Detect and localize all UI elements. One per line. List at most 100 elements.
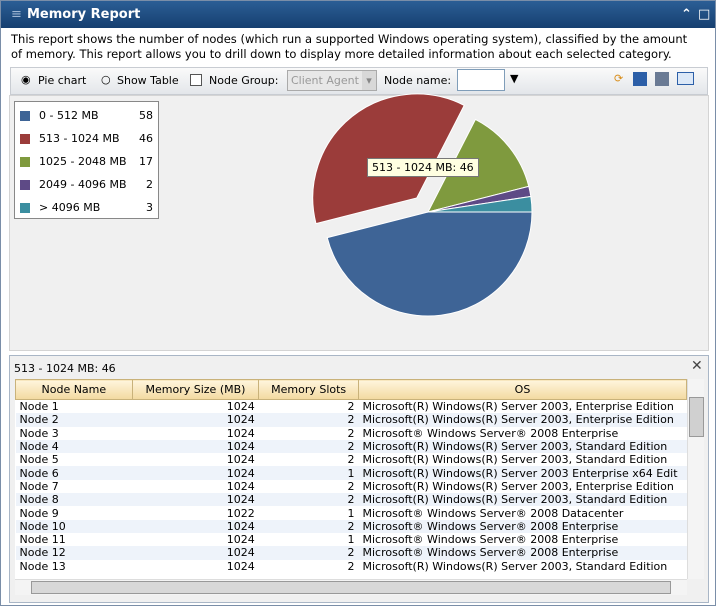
table-row: Node 7 1024 2 Microsoft(R) Windows(R) Serve… <box>16 480 687 493</box>
legend-value: 58 <box>139 109 153 122</box>
maximize-button[interactable]: □ <box>698 7 711 22</box>
table-cell: Node 2 <box>15 413 133 427</box>
legend-swatch <box>20 180 30 190</box>
table-cell: Node 3 <box>19 426 59 440</box>
table-cell: Microsoft(R) Windows(R) Server 2003 Ente… <box>358 466 687 480</box>
legend-swatch <box>20 157 30 167</box>
table-viewport: Node Name Memory Size (MB) Memory Slots OS N… <box>15 379 687 579</box>
scroll-thumb[interactable] <box>689 397 704 437</box>
legend: 0 - 512 MB 58 513 - 1024 MB 46 1025 - 2048 M… <box>14 101 159 219</box>
table-cell: Node 8 <box>15 493 133 507</box>
table-cell: Microsoft(R) Windows(R) Server 2003, Sta… <box>358 439 687 454</box>
column-header[interactable]: Memory Size (MB) <box>131 379 260 400</box>
window-title: Memory Report <box>27 7 141 22</box>
header-row: Node Name Memory Size (MB) Memory Slots OS <box>15 379 687 400</box>
vertical-scrollbar[interactable] <box>687 379 704 579</box>
pie-slice <box>326 211 533 317</box>
table-cell: 1024 <box>226 426 255 440</box>
pie-chart <box>312 93 533 317</box>
table-cell: 1 <box>258 466 359 480</box>
node-name-input[interactable] <box>457 69 505 91</box>
grip-icon: ≡ <box>11 7 22 22</box>
table-row: Node 1 1024 2 Microsoft(R) Windows(R) Serve… <box>16 400 687 414</box>
table-cell: Microsoft® Windows Server® 2008 Datacent… <box>362 506 624 520</box>
table-caption: 513 - 1024 MB: 46 <box>14 362 116 375</box>
table-row: Node 3 1024 2 Microsoft® Windows Server® 20… <box>16 427 687 440</box>
table-cell: 1024 <box>132 546 259 560</box>
table-cell: 1 <box>347 533 355 547</box>
close-button[interactable]: ✕ <box>691 358 703 374</box>
table-panel: 513 - 1024 MB: 46 ✕ Node Name Memory Size… <box>9 355 709 603</box>
table-cell: 1024 <box>132 493 259 507</box>
title-bar: ≡ Memory Report ⌃ □ <box>1 1 715 28</box>
legend-entry: 513 - 1024 MB 46 <box>15 129 158 149</box>
table-cell: Node 12 <box>15 546 133 560</box>
column-header[interactable]: Memory Slots <box>258 379 359 400</box>
table-cell: 2 <box>347 426 355 440</box>
scroll-thumb[interactable] <box>31 581 671 594</box>
table-cell: 2 <box>258 493 359 507</box>
legend-label: > 4096 MB <box>39 201 101 214</box>
pie-slice <box>427 195 533 213</box>
table-cell: 1 <box>347 506 355 520</box>
table-cell: Node 4 <box>15 439 133 454</box>
show-table-radio[interactable]: ○ <box>101 73 111 86</box>
table-cell: 1024 <box>226 400 255 414</box>
table-cell: 2 <box>347 453 355 467</box>
table-row: Node 2 1024 2 Microsoft(R) Windows(R) Serve… <box>15 413 687 427</box>
table-cell: Microsoft(R) Windows(R) Server 2003, Sta… <box>362 453 668 467</box>
legend-swatch <box>20 111 30 121</box>
table-cell: Node 7 <box>19 479 59 493</box>
dropdown-arrow: ▾ <box>362 71 376 90</box>
tooltip: 513 - 1024 MB: 46 <box>367 158 479 177</box>
table-cell: Microsoft(R) Windows(R) Server 2003, Sta… <box>358 493 687 507</box>
table-cell: 2 <box>258 519 359 533</box>
table-cell: 1024 <box>226 479 255 493</box>
email-icon[interactable] <box>677 72 694 85</box>
table-cell: Node 13 <box>19 559 66 573</box>
show-table-label[interactable]: Show Table <box>117 74 179 87</box>
pie-chart-label[interactable]: Pie chart <box>38 74 87 87</box>
save-icon[interactable] <box>633 72 647 86</box>
column-header[interactable]: OS <box>358 379 687 400</box>
node-group-label: Node Group: <box>209 74 279 87</box>
table-cell: 1024 <box>132 439 259 454</box>
pie-chart-radio[interactable]: ◉ <box>21 73 31 86</box>
horizontal-scrollbar[interactable] <box>15 579 687 595</box>
legend-value: 17 <box>139 155 153 168</box>
table-cell: Node 6 <box>15 466 133 480</box>
node-name-dropdown[interactable]: ▼ <box>510 72 519 85</box>
table-cell: 1024 <box>226 453 255 467</box>
table-cell: 2 <box>258 413 359 427</box>
table-row: Node 8 1024 2 Microsoft(R) Windows(R) Serve… <box>15 493 687 507</box>
table-cell: Node 10 <box>15 519 133 533</box>
table-row: Node 6 1024 1 Microsoft(R) Windows(R) Serve… <box>15 466 687 480</box>
column-header[interactable]: Node Name <box>15 379 133 400</box>
legend-swatch <box>20 203 30 213</box>
table-row: Node 13 1024 2 Microsoft(R) Windows(R) Serv… <box>16 560 687 573</box>
table-row: Node 10 1024 2 Microsoft® Windows Server® 2… <box>15 519 687 533</box>
legend-value: 3 <box>146 201 153 214</box>
legend-label: 513 - 1024 MB <box>39 132 120 145</box>
table-cell: 1024 <box>132 519 259 533</box>
table-cell: 2 <box>347 400 355 414</box>
legend-label: 1025 - 2048 MB <box>39 155 127 168</box>
table-cell: Node 5 <box>19 453 59 467</box>
node-group-checkbox[interactable] <box>190 74 202 86</box>
node-group-select[interactable]: Client Agent ▾ <box>287 70 377 91</box>
collapse-button[interactable]: ⌃ <box>681 7 692 22</box>
legend-value: 46 <box>139 132 153 145</box>
refresh-icon[interactable]: ⟳ <box>614 72 624 85</box>
table-cell: 1024 <box>132 413 259 427</box>
legend-swatch <box>20 134 30 144</box>
table-cell: Node 11 <box>19 533 66 547</box>
table-cell: Microsoft® Windows Server® 2008 Enterpri… <box>362 426 619 440</box>
table-cell: 2 <box>347 559 355 573</box>
table-cell: Microsoft® Windows Server® 2008 Enterpri… <box>358 546 687 560</box>
description: This report shows the number of nodes (w… <box>11 32 688 61</box>
node-group-value: Client Agent <box>291 74 359 87</box>
table-cell: Microsoft® Windows Server® 2008 Enterpri… <box>358 519 687 533</box>
table-cell: 2 <box>347 479 355 493</box>
print-icon[interactable] <box>655 72 669 86</box>
